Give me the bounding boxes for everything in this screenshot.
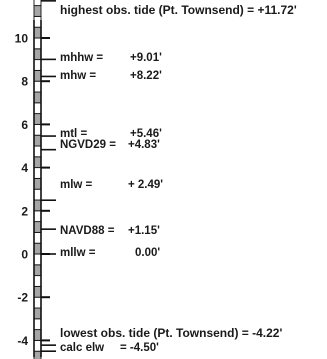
datum-value: +8.22'	[130, 70, 162, 82]
datum-value: -4.22'	[249, 326, 283, 340]
staff-block	[34, 254, 41, 265]
datum-levels: highest obs. tide (Pt. Townsend) = +11.7…	[41, 1, 297, 354]
staff-block	[34, 222, 41, 233]
tick-label: 4	[21, 161, 28, 175]
datum-highest-obs: highest obs. tide (Pt. Townsend) = +11.7…	[41, 1, 297, 17]
datum-value: + 2.49'	[128, 179, 163, 191]
datum-name: mhw =	[60, 70, 96, 82]
staff-block	[34, 49, 41, 60]
staff-block	[34, 189, 41, 200]
datum-name: mhhw =	[60, 52, 103, 64]
staff-block	[34, 157, 41, 168]
staff-block	[34, 60, 41, 71]
staff-block	[34, 232, 41, 243]
tick-label: -2	[17, 291, 28, 305]
staff-block	[34, 81, 41, 92]
staff-block	[34, 16, 41, 27]
staff-blocks	[34, 0, 41, 359]
staff-block	[34, 178, 41, 189]
staff-block	[34, 103, 41, 114]
datum-ngvd29: NGVD29 = +4.83'	[41, 139, 160, 151]
staff-ticks: 10 8 6 4 2 0 -2 -4	[15, 32, 50, 348]
staff-block	[34, 6, 41, 17]
staff-block	[34, 70, 41, 81]
datum-label: highest obs. tide (Pt. Townsend) = +11.7…	[60, 3, 297, 17]
tick-label: 10	[15, 32, 29, 46]
staff-block	[34, 297, 41, 308]
staff-block	[34, 243, 41, 254]
datum-label: lowest obs. tide (Pt. Townsend) = -4.22'	[60, 326, 282, 340]
staff-block	[34, 330, 41, 341]
tick-label: 8	[21, 75, 28, 89]
staff-block	[34, 200, 41, 211]
datum-mlw: mlw = + 2.49'	[41, 179, 163, 200]
datum-mhhw: mhhw = +9.01'	[41, 52, 162, 64]
staff-block	[34, 351, 41, 359]
datum-name: NAVD88 =	[60, 225, 115, 237]
staff-block	[34, 168, 41, 179]
datum-value: +4.83'	[128, 139, 160, 151]
staff-block	[34, 146, 41, 157]
staff-block	[34, 211, 41, 222]
staff-block	[34, 276, 41, 287]
tick-label: 0	[21, 248, 28, 262]
datum-name: lowest obs. tide (Pt. Townsend) =	[60, 326, 249, 340]
datum-value: = -4.50'	[120, 342, 159, 354]
staff-block	[34, 0, 41, 6]
staff-block	[34, 265, 41, 276]
staff-block	[34, 286, 41, 297]
datum-value: +9.01'	[130, 52, 162, 64]
datum-calc-elw: calc elw = -4.50'	[41, 342, 159, 354]
datum-name: highest obs. tide (Pt. Townsend) =	[60, 3, 254, 17]
tick-label: -4	[17, 334, 28, 348]
staff-block	[34, 135, 41, 146]
tick-label: 2	[21, 204, 28, 218]
datum-name: mllw =	[60, 247, 96, 259]
tick-label: 6	[21, 118, 28, 132]
datum-name: calc elw	[60, 342, 104, 354]
datum-mhw: mhw = +8.22'	[41, 70, 162, 82]
staff-block	[34, 319, 41, 330]
datum-navd88: NAVD88 = +1.15'	[41, 225, 160, 237]
datum-name: NGVD29 =	[60, 139, 116, 151]
staff-block	[34, 92, 41, 103]
datum-mllw: mllw = 0.00'	[41, 247, 160, 259]
staff-block	[34, 340, 41, 351]
staff-block	[34, 308, 41, 319]
staff-block	[34, 27, 41, 38]
staff-block	[34, 124, 41, 135]
datum-value: +11.72'	[254, 3, 297, 17]
datum-value: +1.15'	[128, 225, 160, 237]
staff-block	[34, 114, 41, 125]
datum-value: 0.00'	[135, 247, 160, 259]
datum-name: mlw =	[60, 179, 93, 191]
staff-block	[34, 38, 41, 49]
